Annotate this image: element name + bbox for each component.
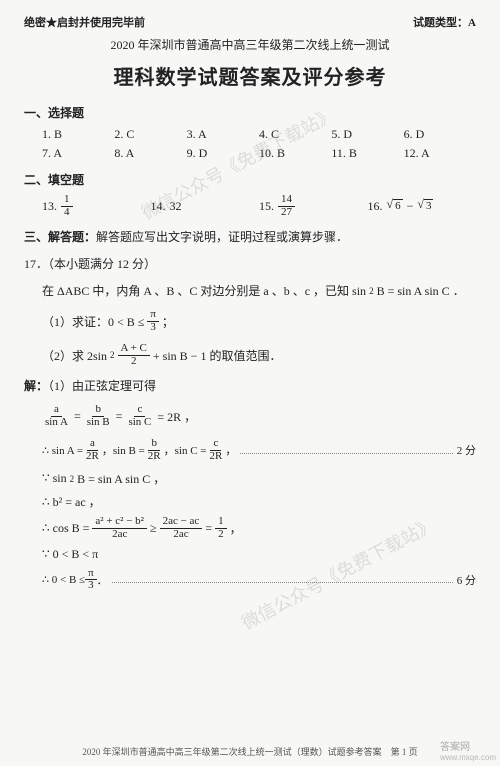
- paper-type: 试题类型：A: [413, 14, 476, 30]
- score-line-6: ∴ 0 < B ≤ π3 ． 6 分: [42, 568, 476, 592]
- eq-sine-rule: asin A = bsin B = csin C = 2R ，: [42, 404, 476, 428]
- q17-stem: 在 ΔABC 中，内角 A 、B 、C 对边分别是 a 、b 、c ，已知 si…: [42, 282, 476, 299]
- blank-13: 13. 14: [42, 194, 151, 218]
- blank-15: 15. 1427: [259, 194, 368, 218]
- blank-14: 14. 32: [151, 194, 260, 218]
- solution-label: 解：（1）由正弦定理可得: [24, 377, 476, 394]
- eq-range1: ∵ 0 < B < π: [42, 547, 476, 562]
- corner-watermark: 答案网 www.mxqe.com: [440, 738, 496, 762]
- choice-row-2: 7. A 8. A 9. D 10. B 11. B 12. A: [42, 146, 476, 161]
- exam-answer-page: 微信公众号《免费下载站》 微信公众号《免费下载站》 绝密★启封并使用完毕前 试题…: [0, 0, 500, 766]
- fill-row: 13. 14 14. 32 15. 1427 16. √6 − √3: [42, 194, 476, 218]
- top-row: 绝密★启封并使用完毕前 试题类型：A: [24, 14, 476, 30]
- exam-subhead: 2020 年深圳市普通高中高三年级第二次线上统一测试: [24, 36, 476, 53]
- choice-row-1: 1. B 2. C 3. A 4. C 5. D 6. D: [42, 127, 476, 142]
- section-2-heading: 二、填空题: [24, 171, 476, 188]
- secret-label: 绝密★启封并使用完毕前: [24, 14, 145, 30]
- eq-b2ac: ∴ b² = ac ，: [42, 493, 476, 510]
- section-1-heading: 一、选择题: [24, 104, 476, 121]
- q17-number: 17．（本小题满分 12 分）: [24, 255, 476, 272]
- blank-16: 16. √6 − √3: [368, 194, 477, 218]
- q17-part2: （2）求 2sin2 A + C2 + sin B − 1 的取值范围．: [42, 343, 476, 367]
- page-footer: 2020 年深圳市普通高中高三年级第二次线上统一测试（理数）试题参考答案 第 1…: [0, 745, 500, 758]
- score-line-2: ∴ sin A = a2R ，sin B = b2R ，sin C = c2R …: [42, 438, 476, 462]
- eq-sin2: ∵ sin2 B = sin A sin C ，: [42, 470, 476, 487]
- section-3-heading: 三、解答题：解答题应写出文字说明，证明过程或演算步骤．: [24, 228, 476, 245]
- eq-cosB: ∴ cos B = a² + c² − b²2ac ≥ 2ac − ac2ac …: [42, 516, 476, 540]
- page-title: 理科数学试题答案及评分参考: [24, 61, 476, 90]
- q17-part1: （1）求证：0 < B ≤ π3 ；: [42, 309, 476, 333]
